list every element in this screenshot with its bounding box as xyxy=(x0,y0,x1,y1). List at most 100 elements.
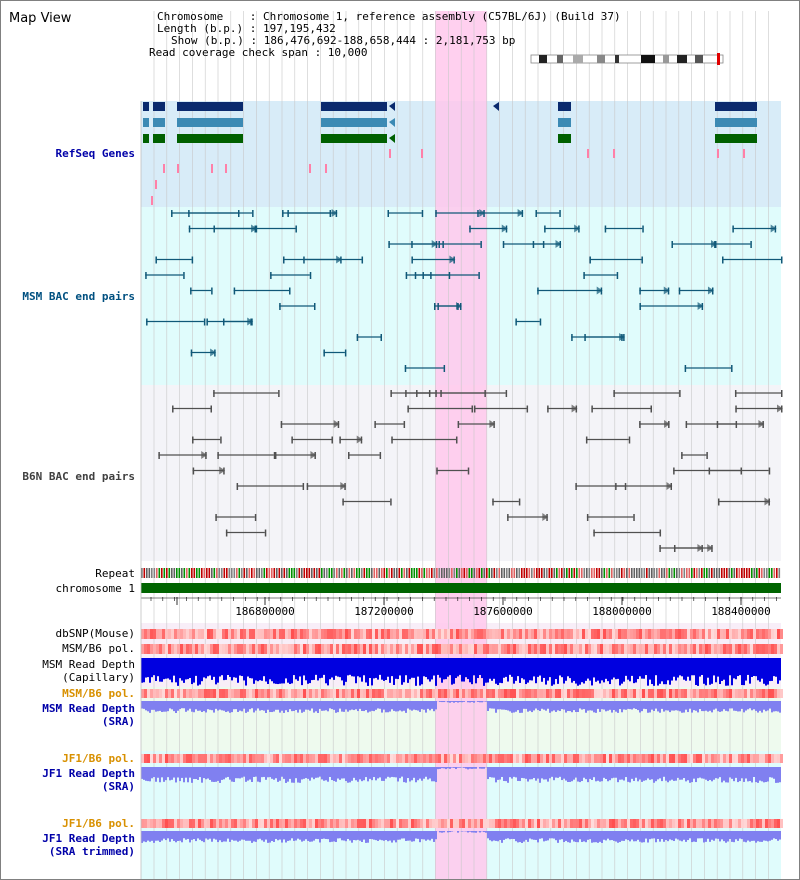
msm-capillary-depth-bar xyxy=(169,658,171,680)
jf1-b6-pol-strip xyxy=(768,754,771,763)
repeat-mark xyxy=(581,568,583,578)
jf1-trimmed-depth-bar xyxy=(391,831,393,843)
msm-capillary-depth-bar xyxy=(337,658,339,677)
dbsnp-strip xyxy=(306,629,309,639)
msm-sra-depth-bar xyxy=(151,701,153,710)
b6n-bac-arrow xyxy=(666,482,673,490)
b6n-bac-end xyxy=(735,405,737,413)
jf1-trimmed-depth-bar xyxy=(303,831,305,841)
dbsnp-strip xyxy=(168,629,171,639)
dbsnp-strip xyxy=(645,629,648,639)
repeat-mark xyxy=(228,568,231,578)
msm-bac-end xyxy=(443,365,446,372)
jf1-b6-pol-strip xyxy=(588,754,591,763)
track-label-msm-bac[interactable]: MSM BAC end pairs xyxy=(22,290,135,303)
repeat-mark xyxy=(163,568,166,578)
msm-capillary-depth-bar xyxy=(679,658,681,676)
dbsnp-strip xyxy=(555,629,558,639)
jf1-b6-pol-2-strip xyxy=(387,819,390,828)
jf1-trimmed-depth-bar xyxy=(277,831,279,841)
repeat-mark xyxy=(551,568,553,578)
msm-capillary-depth-bar xyxy=(493,658,495,679)
msm-b6-pol-sra-strip xyxy=(198,689,201,698)
jf1-trimmed-depth-bar xyxy=(195,831,197,842)
msm-b6-pol-sra-strip xyxy=(165,689,168,698)
repeat-mark xyxy=(146,568,148,578)
msm-b6-pol-strip xyxy=(297,644,300,654)
jf1-sra-depth-bar xyxy=(729,767,731,778)
track-label-b6n-bac[interactable]: B6N BAC end pairs xyxy=(22,470,135,483)
jf1-trimmed-depth-bar xyxy=(213,831,215,839)
msm-b6-pol-strip xyxy=(198,644,201,654)
msm-sra-depth-bar xyxy=(311,701,313,709)
msm-sra-depth-bar xyxy=(513,701,515,713)
show-range-info: Show (b.p.) : 186,476,692-188,658,444 : … xyxy=(171,34,516,47)
msm-b6-pol-sra-strip xyxy=(510,689,513,698)
msm-sra-depth-bar xyxy=(547,701,549,709)
jf1-sra-depth-bar xyxy=(329,767,331,777)
repeat-mark xyxy=(338,568,341,578)
msm-sra-depth-bar xyxy=(765,701,767,712)
refseq-gene-block xyxy=(558,134,571,143)
msm-capillary-depth-bar xyxy=(253,658,255,684)
msm-sra-depth-bar xyxy=(769,701,771,709)
dbsnp-strip xyxy=(378,629,381,639)
msm-capillary-depth-bar xyxy=(699,658,701,677)
jf1-b6-pol-strip xyxy=(738,754,741,763)
repeat-mark xyxy=(191,568,193,578)
msm-b6-pol-sra-strip xyxy=(387,689,390,698)
jf1-b6-pol-strip xyxy=(480,754,483,763)
msm-b6-pol-strip xyxy=(753,644,756,654)
msm-b6-pol-strip xyxy=(210,644,213,654)
msm-b6-pol-sra-strip xyxy=(525,689,528,698)
jf1-trimmed-depth-bar xyxy=(285,831,287,843)
msm-sra-depth-bar xyxy=(521,701,523,713)
jf1-trimmed-depth-bar xyxy=(145,831,147,843)
msm-capillary-depth-bar xyxy=(665,658,667,685)
jf1-sra-depth-bar xyxy=(251,767,253,782)
jf1-sra-depth-bar xyxy=(161,767,163,778)
repeat-mark xyxy=(521,568,523,578)
jf1-trimmed-depth-bar xyxy=(281,831,283,843)
jf1-b6-pol-2-strip xyxy=(144,819,147,828)
msm-capillary-depth-bar xyxy=(615,658,617,680)
track-label-refseq[interactable]: RefSeq Genes xyxy=(55,147,135,160)
msm-capillary-depth-bar xyxy=(463,658,465,682)
msm-capillary-depth-bar xyxy=(495,658,497,684)
jf1-b6-pol-strip xyxy=(363,754,366,763)
repeat-mark xyxy=(266,568,268,578)
jf1-b6-pol-strip xyxy=(279,754,282,763)
msm-capillary-depth-bar xyxy=(417,658,419,677)
msm-sra-depth-bar xyxy=(343,701,345,712)
b6n-bac-end xyxy=(457,421,460,428)
msm-sra-depth-bar xyxy=(257,701,259,709)
jf1-b6-pol-2-strip xyxy=(321,819,324,828)
jf1-sra-depth-bar xyxy=(699,767,701,778)
msm-sra-depth-bar xyxy=(759,701,761,711)
msm-b6-pol-strip xyxy=(267,644,270,654)
jf1-trimmed-depth-bar xyxy=(483,831,485,833)
jf1-trimmed-depth-bar xyxy=(427,831,429,840)
jf1-trimmed-depth-bar xyxy=(467,831,469,833)
repeat-mark xyxy=(186,568,188,578)
repeat-mark xyxy=(363,568,366,578)
jf1-b6-pol-strip xyxy=(729,754,732,763)
b6n-bac-end xyxy=(428,390,431,397)
jf1-b6-pol-strip xyxy=(417,754,420,763)
msm-b6-pol-sra-strip xyxy=(210,689,213,698)
jf1-sra-depth-bar xyxy=(769,767,771,778)
msm-b6-pol-strip xyxy=(396,644,399,654)
jf1-trimmed-depth-bar xyxy=(721,831,723,840)
jf1-b6-pol-2-strip xyxy=(759,819,762,828)
msm-b6-pol-sra-strip xyxy=(405,689,408,698)
msm-capillary-depth-bar xyxy=(361,658,363,682)
msm-b6-pol-sra-strip xyxy=(342,689,345,698)
jf1-sra-depth-bar xyxy=(757,767,759,783)
msm-b6-pol-sra-strip xyxy=(453,689,456,698)
repeat-mark xyxy=(381,568,383,578)
repeat-mark xyxy=(728,568,731,578)
b6n-bac-arrow xyxy=(356,435,363,444)
msm-b6-pol-sra-strip xyxy=(507,689,510,698)
jf1-b6-pol-2-strip xyxy=(741,819,744,828)
